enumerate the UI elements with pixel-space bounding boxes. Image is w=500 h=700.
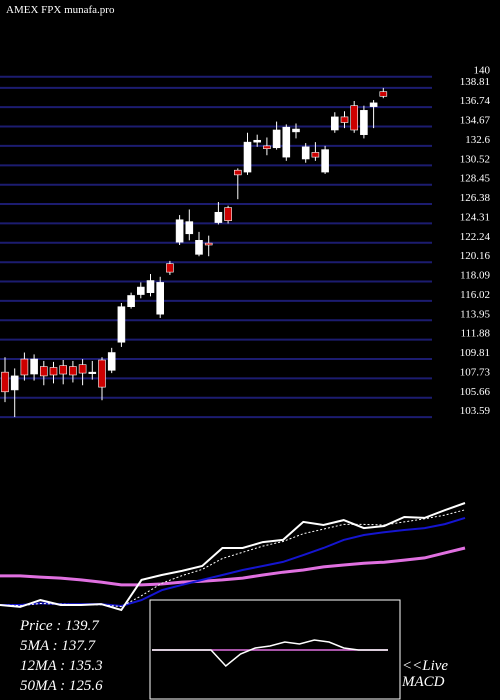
candle-body bbox=[301, 146, 310, 160]
candle-body bbox=[214, 211, 223, 223]
candle-body bbox=[78, 364, 87, 374]
y-tick-label: 120.16 bbox=[460, 250, 491, 262]
y-tick-label: 122.24 bbox=[460, 231, 491, 243]
candle-body bbox=[185, 221, 194, 235]
y-tick-label: 132.6 bbox=[465, 134, 490, 146]
y-tick-label: 109.81 bbox=[460, 347, 490, 359]
y-tick-label: 128.45 bbox=[460, 173, 491, 185]
candle-body bbox=[137, 286, 145, 295]
y-tick-label: 111.88 bbox=[461, 328, 491, 340]
candle-body bbox=[292, 128, 300, 133]
candle-body bbox=[98, 359, 106, 388]
macd-box bbox=[149, 599, 401, 700]
candle-body bbox=[88, 371, 97, 374]
y-tick-label: 105.66 bbox=[460, 386, 491, 398]
y-tick-label: 103.59 bbox=[460, 405, 491, 417]
y-tick-label: 136.74 bbox=[460, 95, 491, 107]
candle-body bbox=[340, 116, 349, 123]
y-tick-label: 138.81 bbox=[460, 76, 490, 88]
live-label: <<Live bbox=[402, 658, 448, 674]
candle-body bbox=[69, 366, 77, 376]
candle-body bbox=[204, 242, 213, 246]
candle-body bbox=[49, 367, 58, 376]
y-tick-label: 118.09 bbox=[460, 270, 490, 282]
candle-body bbox=[59, 365, 68, 375]
candle-body bbox=[20, 358, 29, 376]
legend-entry: 50MA : 125.6 bbox=[20, 678, 103, 694]
candle-body bbox=[1, 371, 9, 393]
candle-body bbox=[253, 139, 261, 143]
macd-line bbox=[152, 639, 388, 668]
candle-body bbox=[350, 105, 359, 131]
legend-entry: Price : 139.7 bbox=[19, 618, 100, 634]
candle-body bbox=[10, 375, 19, 391]
candle-body bbox=[311, 152, 320, 158]
candle-body bbox=[360, 110, 368, 135]
candle-body bbox=[243, 141, 252, 173]
candle-body bbox=[234, 169, 242, 176]
candle-body bbox=[117, 306, 126, 343]
candle-body bbox=[175, 219, 184, 243]
candle-body bbox=[156, 282, 164, 315]
candle-body bbox=[330, 116, 339, 131]
y-tick-label: 107.73 bbox=[460, 366, 491, 378]
indicator-line bbox=[0, 546, 466, 587]
candle-body bbox=[166, 263, 174, 273]
candle-body bbox=[30, 358, 38, 375]
candle-body bbox=[39, 366, 48, 377]
candle-body bbox=[146, 280, 155, 293]
candle-body bbox=[379, 91, 388, 97]
y-tick-label: 113.95 bbox=[460, 308, 490, 320]
candle-body bbox=[224, 207, 232, 221]
candle-body bbox=[195, 240, 203, 255]
y-tick-label: 116.02 bbox=[460, 289, 490, 301]
indicator-line bbox=[0, 502, 466, 612]
candle-body bbox=[263, 145, 271, 149]
candle-body bbox=[282, 126, 291, 158]
candle-body bbox=[127, 295, 135, 308]
y-tick-label: 134.67 bbox=[460, 115, 491, 127]
candle-body bbox=[272, 129, 281, 149]
candle-body bbox=[321, 149, 329, 173]
candle-body bbox=[107, 352, 116, 371]
candle-body bbox=[369, 102, 378, 107]
y-tick-label: 124.31 bbox=[460, 211, 490, 223]
y-tick-label: 140 bbox=[474, 65, 491, 77]
y-tick-label: 130.52 bbox=[460, 153, 490, 165]
y-tick-label: 126.38 bbox=[460, 192, 491, 204]
legend-entry: 12MA : 135.3 bbox=[20, 658, 103, 674]
legend-entry: 5MA : 137.7 bbox=[20, 638, 97, 654]
chart-title: AMEX FPX munafa.pro bbox=[6, 4, 115, 16]
macd-label: MACD bbox=[401, 674, 445, 690]
